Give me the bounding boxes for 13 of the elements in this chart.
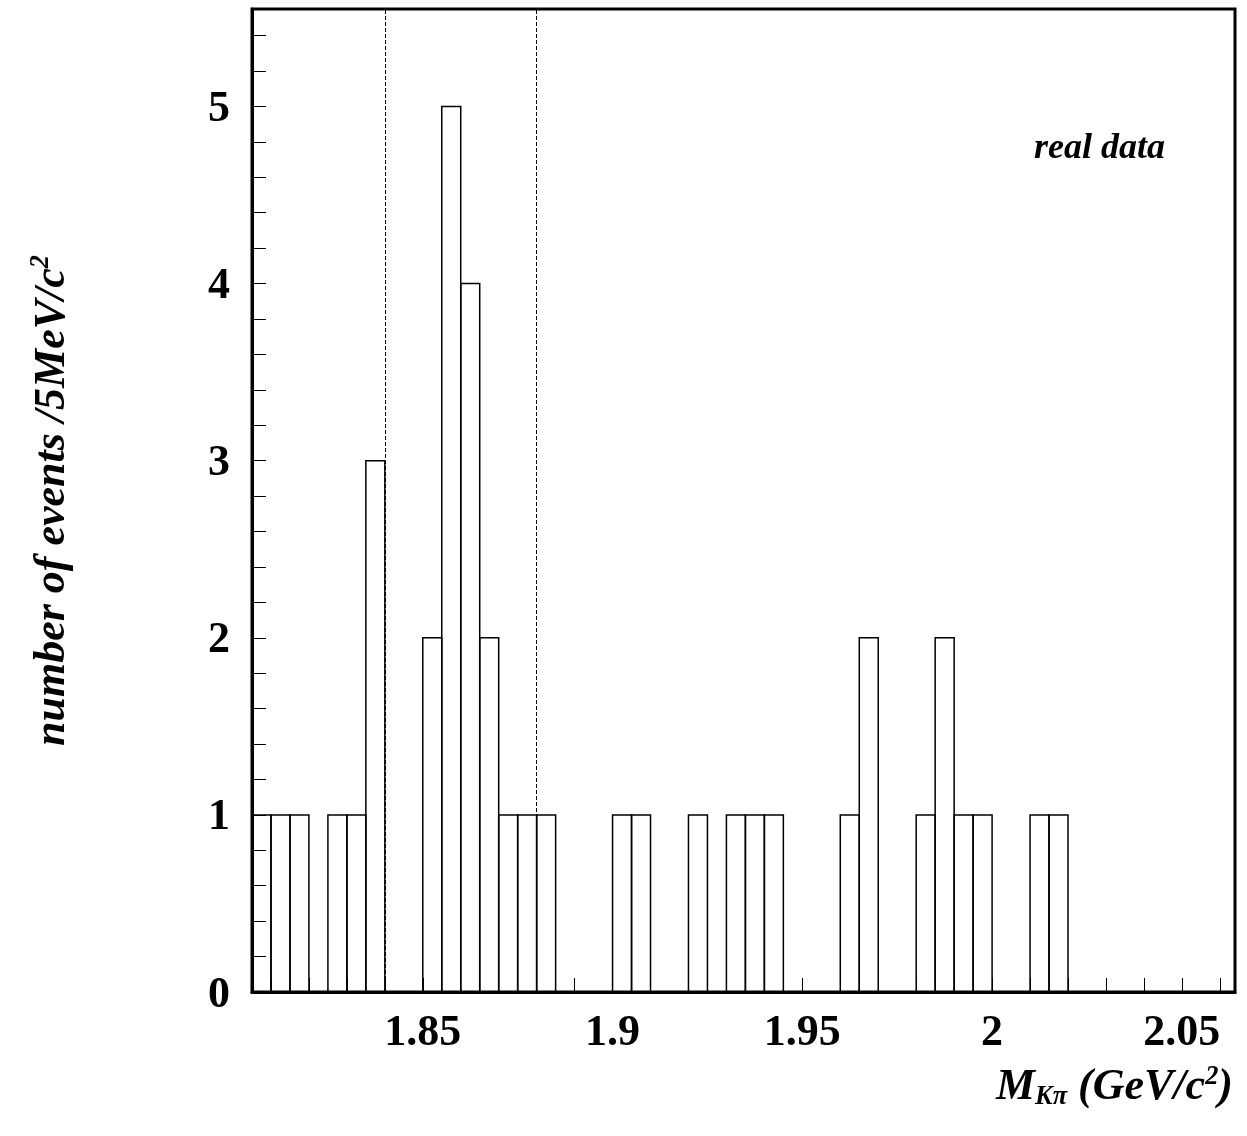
y-tick-label: 2 (208, 613, 230, 663)
x-tick-label: 1.9 (585, 1005, 641, 1055)
y-tick-label: 4 (208, 259, 230, 309)
x-tick-label: 2 (981, 1005, 1004, 1055)
y-tick-label: 3 (208, 436, 230, 486)
x-tick-label: 2.05 (1143, 1005, 1221, 1055)
annotation: real data (1034, 126, 1166, 166)
x-tick-label: 1.95 (763, 1005, 841, 1055)
x-tick-label: 1.85 (384, 1005, 462, 1055)
y-tick-label: 0 (208, 967, 230, 1017)
y-tick-label: 5 (208, 81, 230, 131)
y-axis-title: number of events /5MeV/c2 (24, 254, 74, 747)
y-tick-label: 1 (208, 790, 230, 840)
